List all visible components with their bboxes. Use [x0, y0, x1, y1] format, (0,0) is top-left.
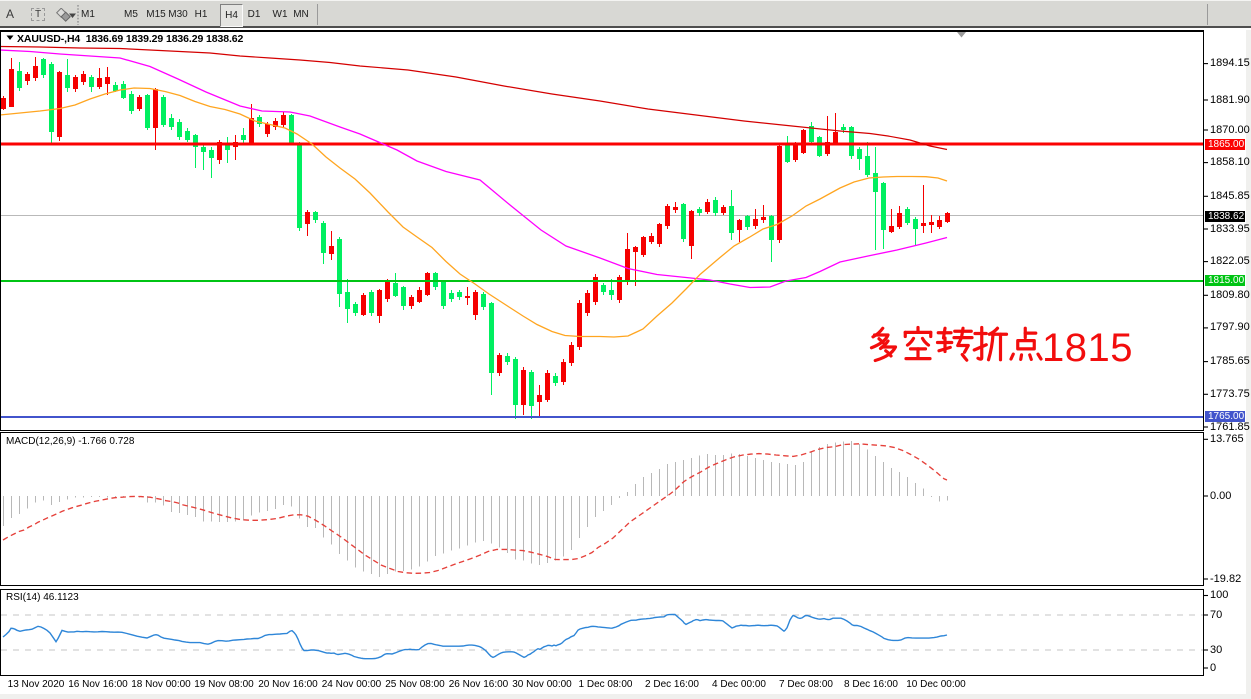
svg-text:1815: 1815: [1042, 326, 1133, 364]
